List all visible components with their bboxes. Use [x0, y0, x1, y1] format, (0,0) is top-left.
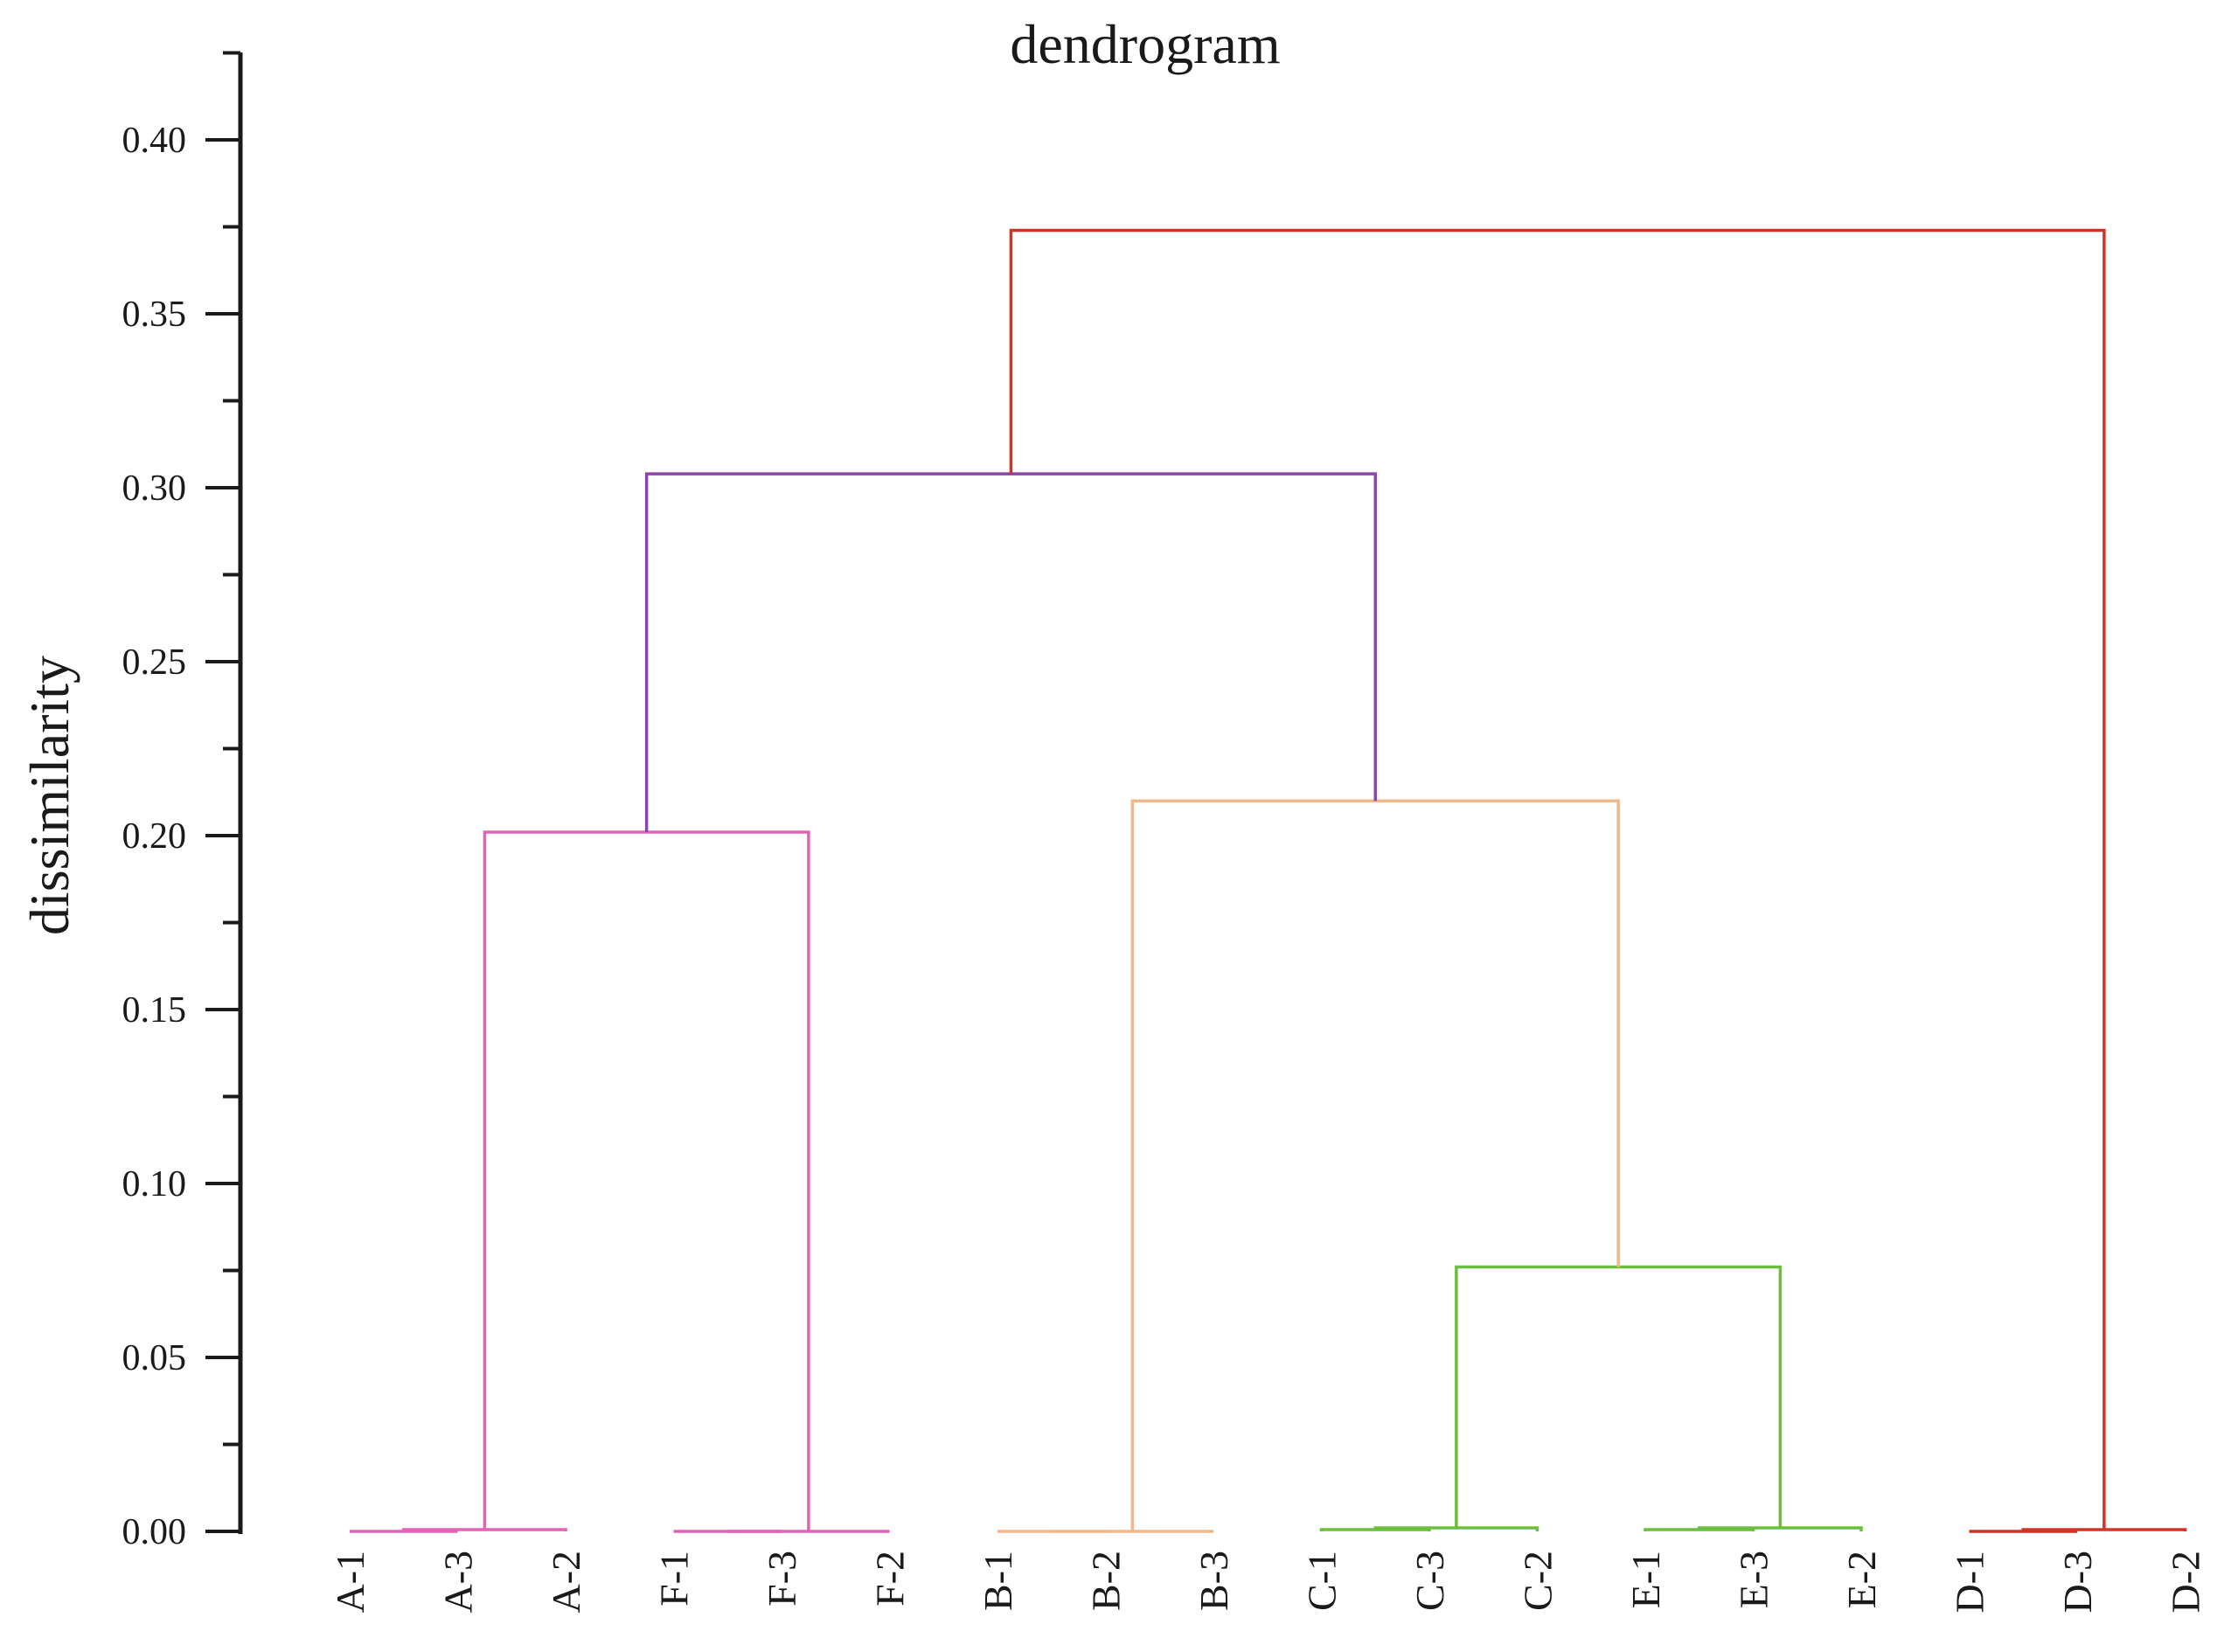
y-tick-label: 0.10	[122, 1164, 187, 1204]
chart-title: dendrogram	[1010, 13, 1280, 75]
dendrogram-link	[1455, 1265, 1783, 1529]
leaf-label: F-2	[868, 1551, 913, 1607]
y-tick-label: 0.30	[122, 469, 187, 509]
dendrogram-link	[2021, 1528, 2187, 1531]
y-tick-label: 0.05	[122, 1338, 187, 1378]
leaf-labels: A-1 A-3 A-2 F-1 F-3 F-2 B-1 B-2 B-3 C-1 C-3 C-2 E-1 E…	[328, 1551, 2208, 1614]
dendrogram-link	[644, 472, 1377, 833]
leaf-label: A-1	[328, 1551, 372, 1614]
dendrogram-links	[350, 228, 2187, 1533]
leaf-label: F-3	[760, 1551, 804, 1607]
dendrogram-link	[1319, 1528, 1431, 1531]
leaf-label: A-3	[436, 1551, 481, 1614]
leaf-label: E-2	[1839, 1551, 1884, 1608]
y-tick-label: 0.20	[122, 816, 187, 857]
leaf-label: C-1	[1300, 1551, 1345, 1611]
leaf-label: D-3	[2055, 1551, 2100, 1614]
leaf-label: B-2	[1084, 1551, 1129, 1611]
leaf-label: A-2	[544, 1551, 588, 1614]
dendrogram-link	[1009, 228, 2106, 1531]
dendrogram-link	[483, 830, 810, 1531]
y-axis: 0.00 0.05 0.10 0.15 0.20 0.25 0.30 0.35 0.40	[122, 51, 243, 1552]
leaf-label: B-3	[1192, 1551, 1236, 1611]
y-tick-label: 0.15	[122, 990, 187, 1031]
leaf-label: D-2	[2164, 1551, 2208, 1614]
dendrogram-link	[402, 1528, 567, 1531]
leaf-label: C-3	[1407, 1551, 1452, 1611]
leaf-label: C-2	[1516, 1551, 1560, 1611]
dendrogram-link	[1644, 1528, 1755, 1531]
leaf-label: E-3	[1732, 1551, 1776, 1608]
y-tick-label: 0.00	[122, 1512, 187, 1552]
y-tick-label: 0.25	[122, 642, 187, 683]
y-tick-label: 0.35	[122, 295, 187, 335]
leaf-label: B-1	[976, 1551, 1020, 1611]
dendrogram-link	[1130, 799, 1620, 1531]
leaf-label: E-1	[1623, 1551, 1668, 1608]
y-axis-label: dissimilarity	[18, 656, 80, 935]
y-tick-label: 0.40	[122, 121, 187, 161]
leaf-label: D-1	[1948, 1551, 1992, 1614]
leaf-label: F-1	[652, 1551, 697, 1607]
